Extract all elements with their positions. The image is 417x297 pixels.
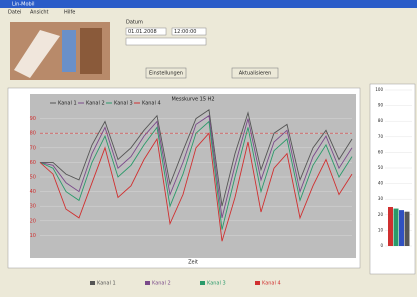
menu-item[interactable]: Datei [8, 10, 21, 16]
y-tick-label: 20 [30, 218, 36, 224]
legend-label: Kanal 3 [114, 101, 133, 107]
y-tick-label: 50 [30, 175, 36, 181]
chart-title: Messkurve 15 H2 [171, 97, 214, 103]
y-tick-label: 40 [378, 181, 384, 186]
legend-label: Kanal 4 [262, 281, 281, 287]
bar [388, 207, 393, 246]
y-tick-label: 80 [30, 131, 36, 137]
bar [399, 210, 404, 246]
legend-label: Kanal 3 [207, 281, 226, 287]
button-label: Aktualisieren [239, 71, 272, 77]
y-tick-label: 80 [378, 118, 384, 123]
y-tick-label: 20 [378, 212, 384, 217]
legend-label: Kanal 1 [58, 101, 77, 107]
legend-label: Kanal 4 [142, 101, 161, 107]
legend-label: Kanal 2 [152, 281, 171, 287]
x-axis-label: Zeit [188, 260, 198, 266]
legend-label: Kanal 1 [97, 281, 116, 287]
y-tick-label: 30 [378, 196, 384, 201]
panel-label: Datum [126, 20, 143, 26]
bar [394, 209, 399, 246]
bar [405, 212, 410, 246]
menu-item[interactable]: Hilfe [64, 10, 75, 16]
button-label: Einstellungen [149, 71, 183, 77]
time-value: 12:00:00 [174, 29, 196, 35]
y-tick-label: 50 [378, 165, 384, 170]
legend-swatch [255, 281, 260, 285]
y-tick-label: 70 [378, 134, 384, 139]
legend-label: Kanal 2 [86, 101, 105, 107]
select-field[interactable] [126, 38, 206, 45]
y-tick-label: 40 [30, 189, 36, 195]
legend-swatch [145, 281, 150, 285]
window-title: Lin-Mobil [12, 2, 34, 8]
menu-item[interactable]: Ansicht [30, 10, 49, 16]
y-tick-label: 30 [30, 204, 36, 210]
legend-swatch [200, 281, 205, 285]
y-tick-label: 60 [30, 160, 36, 166]
y-tick-label: 90 [30, 116, 36, 122]
date-value: 01.01.2008 [128, 29, 157, 35]
y-tick-label: 10 [30, 233, 36, 239]
thumbnail [10, 22, 110, 80]
title-bar [0, 0, 417, 8]
y-tick-label: 90 [378, 103, 384, 108]
y-tick-label: 10 [378, 227, 384, 232]
app-window: Lin-Mobil Datei Ansicht Hilfe Datum 01.0… [0, 0, 417, 297]
y-tick-label: 70 [30, 145, 36, 151]
y-tick-label: 100 [375, 87, 383, 92]
y-tick-label: 60 [378, 149, 384, 154]
legend-swatch [90, 281, 95, 285]
